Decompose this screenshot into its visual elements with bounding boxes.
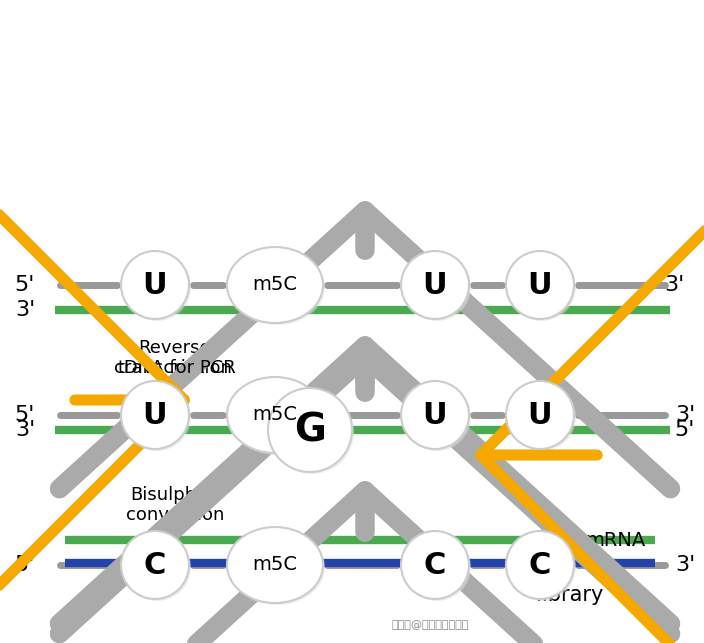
Text: C: C (529, 550, 551, 579)
Text: 5': 5' (15, 275, 35, 295)
Ellipse shape (227, 377, 323, 453)
Text: 3': 3' (675, 555, 695, 575)
Ellipse shape (506, 251, 574, 319)
Text: C: C (424, 550, 446, 579)
Ellipse shape (121, 251, 189, 319)
Ellipse shape (403, 533, 471, 601)
Ellipse shape (229, 249, 325, 325)
Text: G: G (294, 411, 326, 449)
Ellipse shape (508, 383, 576, 451)
Ellipse shape (506, 381, 574, 449)
Text: mRNA: mRNA (585, 530, 645, 550)
Ellipse shape (403, 383, 471, 451)
Ellipse shape (123, 253, 191, 321)
Text: 搜狐号@深圳易基因科技: 搜狐号@深圳易基因科技 (391, 620, 469, 630)
Text: m5C: m5C (253, 556, 298, 574)
Ellipse shape (123, 383, 191, 451)
Text: 3': 3' (15, 300, 35, 320)
Ellipse shape (401, 251, 469, 319)
Text: m5C: m5C (253, 406, 298, 424)
Text: U: U (422, 401, 447, 430)
Text: U: U (143, 401, 168, 430)
Text: C: C (144, 550, 166, 579)
Text: library: library (536, 585, 604, 605)
Text: 3': 3' (665, 275, 685, 295)
Text: 5': 5' (15, 555, 35, 575)
Text: 5': 5' (675, 420, 695, 440)
Ellipse shape (227, 527, 323, 603)
Text: Bisulphite
conversion: Bisulphite conversion (126, 485, 224, 525)
Ellipse shape (403, 253, 471, 321)
Ellipse shape (506, 531, 574, 599)
Ellipse shape (270, 390, 354, 474)
Ellipse shape (229, 379, 325, 455)
Text: cDNA for PCR: cDNA for PCR (114, 359, 236, 377)
Text: U: U (528, 401, 553, 430)
Ellipse shape (227, 247, 323, 323)
Text: 3': 3' (675, 405, 695, 425)
Text: Reverse
transcription: Reverse transcription (118, 339, 232, 377)
Ellipse shape (229, 529, 325, 605)
Ellipse shape (123, 533, 191, 601)
Text: 5': 5' (15, 405, 35, 425)
Ellipse shape (401, 531, 469, 599)
Ellipse shape (508, 533, 576, 601)
Text: 3': 3' (15, 420, 35, 440)
Text: U: U (143, 271, 168, 300)
Ellipse shape (268, 388, 352, 472)
Text: m5C: m5C (253, 275, 298, 294)
Ellipse shape (508, 253, 576, 321)
Text: U: U (528, 271, 553, 300)
Text: U: U (422, 271, 447, 300)
Ellipse shape (401, 381, 469, 449)
Ellipse shape (121, 381, 189, 449)
Ellipse shape (121, 531, 189, 599)
